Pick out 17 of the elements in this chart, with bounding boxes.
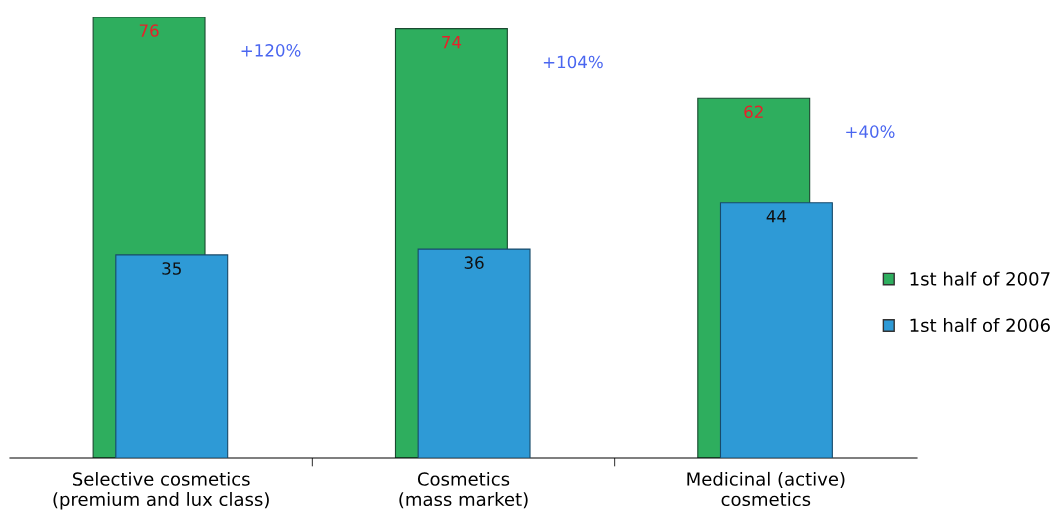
x-tick-label: Selective cosmetics (premium and lux class) <box>53 471 269 510</box>
x-tick-label: Medicinal (active) cosmetics <box>687 471 845 507</box>
annotation: +40% <box>846 125 895 138</box>
data-label: 35 <box>162 262 181 275</box>
data-label: 74 <box>442 36 462 49</box>
data-label: 36 <box>464 256 484 269</box>
x-tick-label: Cosmetics (mass market) <box>399 471 528 509</box>
bar <box>115 254 229 458</box>
data-label: 62 <box>744 105 763 119</box>
bar <box>719 202 833 458</box>
bar <box>417 248 531 458</box>
annotation: +104% <box>543 55 603 69</box>
legend-label: 1st half of 2007 <box>910 271 1050 286</box>
annotation: +120% <box>241 44 301 57</box>
data-label: 76 <box>139 24 159 37</box>
data-label: 44 <box>766 210 787 223</box>
legend-label: 1st half of 2006 <box>910 318 1050 333</box>
